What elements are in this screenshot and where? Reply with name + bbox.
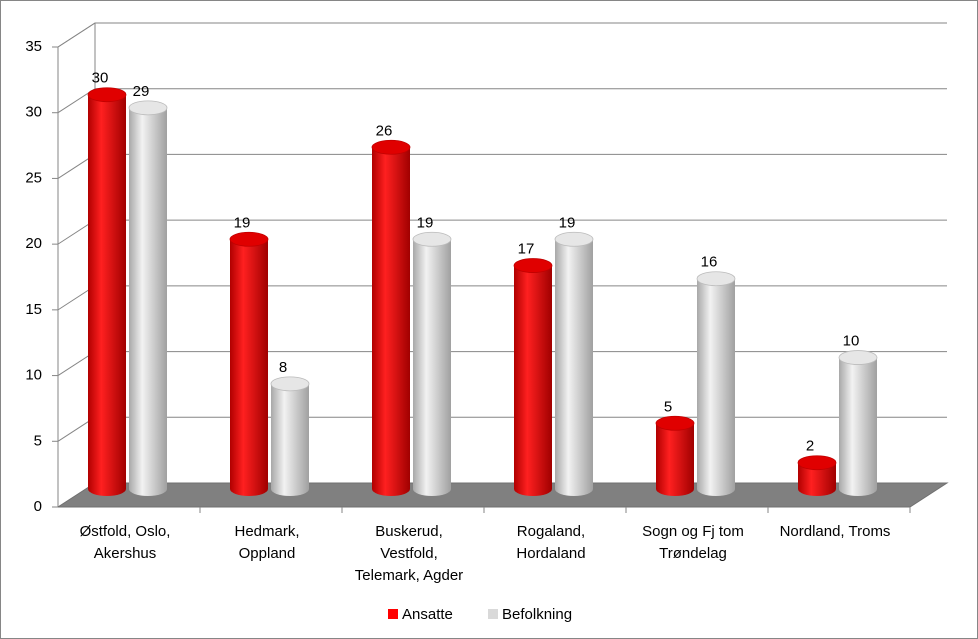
legend-swatch <box>388 609 398 619</box>
bar <box>838 350 878 496</box>
x-tick-label: Telemark, Agder <box>355 567 463 584</box>
y-tick-label: 15 <box>25 301 42 318</box>
value-label: 26 <box>376 122 393 139</box>
x-tick-label: Buskerud, <box>375 523 443 540</box>
value-label: 30 <box>92 70 109 87</box>
y-tick-label: 5 <box>34 432 42 449</box>
x-tick-label: Nordland, Troms <box>780 523 891 540</box>
grid-line <box>57 88 947 114</box>
y-tick-label: 25 <box>25 169 42 186</box>
grid-line <box>57 22 947 48</box>
x-tick-label: Hordaland <box>516 545 585 562</box>
bar <box>229 231 269 497</box>
y-tick-label: 35 <box>25 38 42 55</box>
y-tick-label: 0 <box>34 498 42 515</box>
value-label: 19 <box>417 214 434 231</box>
x-tick-label: Trøndelag <box>659 545 727 562</box>
legend-label: Ansatte <box>402 606 453 623</box>
y-tick-label: 20 <box>25 235 42 252</box>
legend-label: Befolkning <box>502 606 572 623</box>
value-label: 2 <box>806 438 814 455</box>
value-label: 8 <box>279 359 287 376</box>
bar <box>797 455 837 496</box>
x-tick-label: Oppland <box>239 545 296 562</box>
x-tick-label: Vestfold, <box>380 545 438 562</box>
legend-swatch <box>488 609 498 619</box>
x-tick-label: Sogn og Fj tom <box>642 523 744 540</box>
value-label: 19 <box>559 214 576 231</box>
y-tick-label: 10 <box>25 367 42 384</box>
bar <box>554 231 594 497</box>
bar <box>270 376 310 496</box>
value-label: 19 <box>234 214 251 231</box>
value-label: 10 <box>843 333 860 350</box>
bar <box>371 139 411 497</box>
bar <box>87 87 127 496</box>
value-label: 29 <box>133 83 150 100</box>
bar <box>655 415 695 496</box>
y-tick-label: 30 <box>25 104 42 121</box>
x-tick-label: Østfold, Oslo, <box>80 523 171 540</box>
x-tick-label: Hedmark, <box>234 523 299 540</box>
value-label: 5 <box>664 398 672 415</box>
value-label: 16 <box>701 254 718 271</box>
value-label: 17 <box>518 241 535 258</box>
bar <box>128 100 168 496</box>
bar <box>696 271 736 496</box>
x-tick-label: Akershus <box>94 545 157 562</box>
bar <box>513 258 553 496</box>
bar <box>412 231 452 497</box>
x-tick-label: Rogaland, <box>517 523 585 540</box>
